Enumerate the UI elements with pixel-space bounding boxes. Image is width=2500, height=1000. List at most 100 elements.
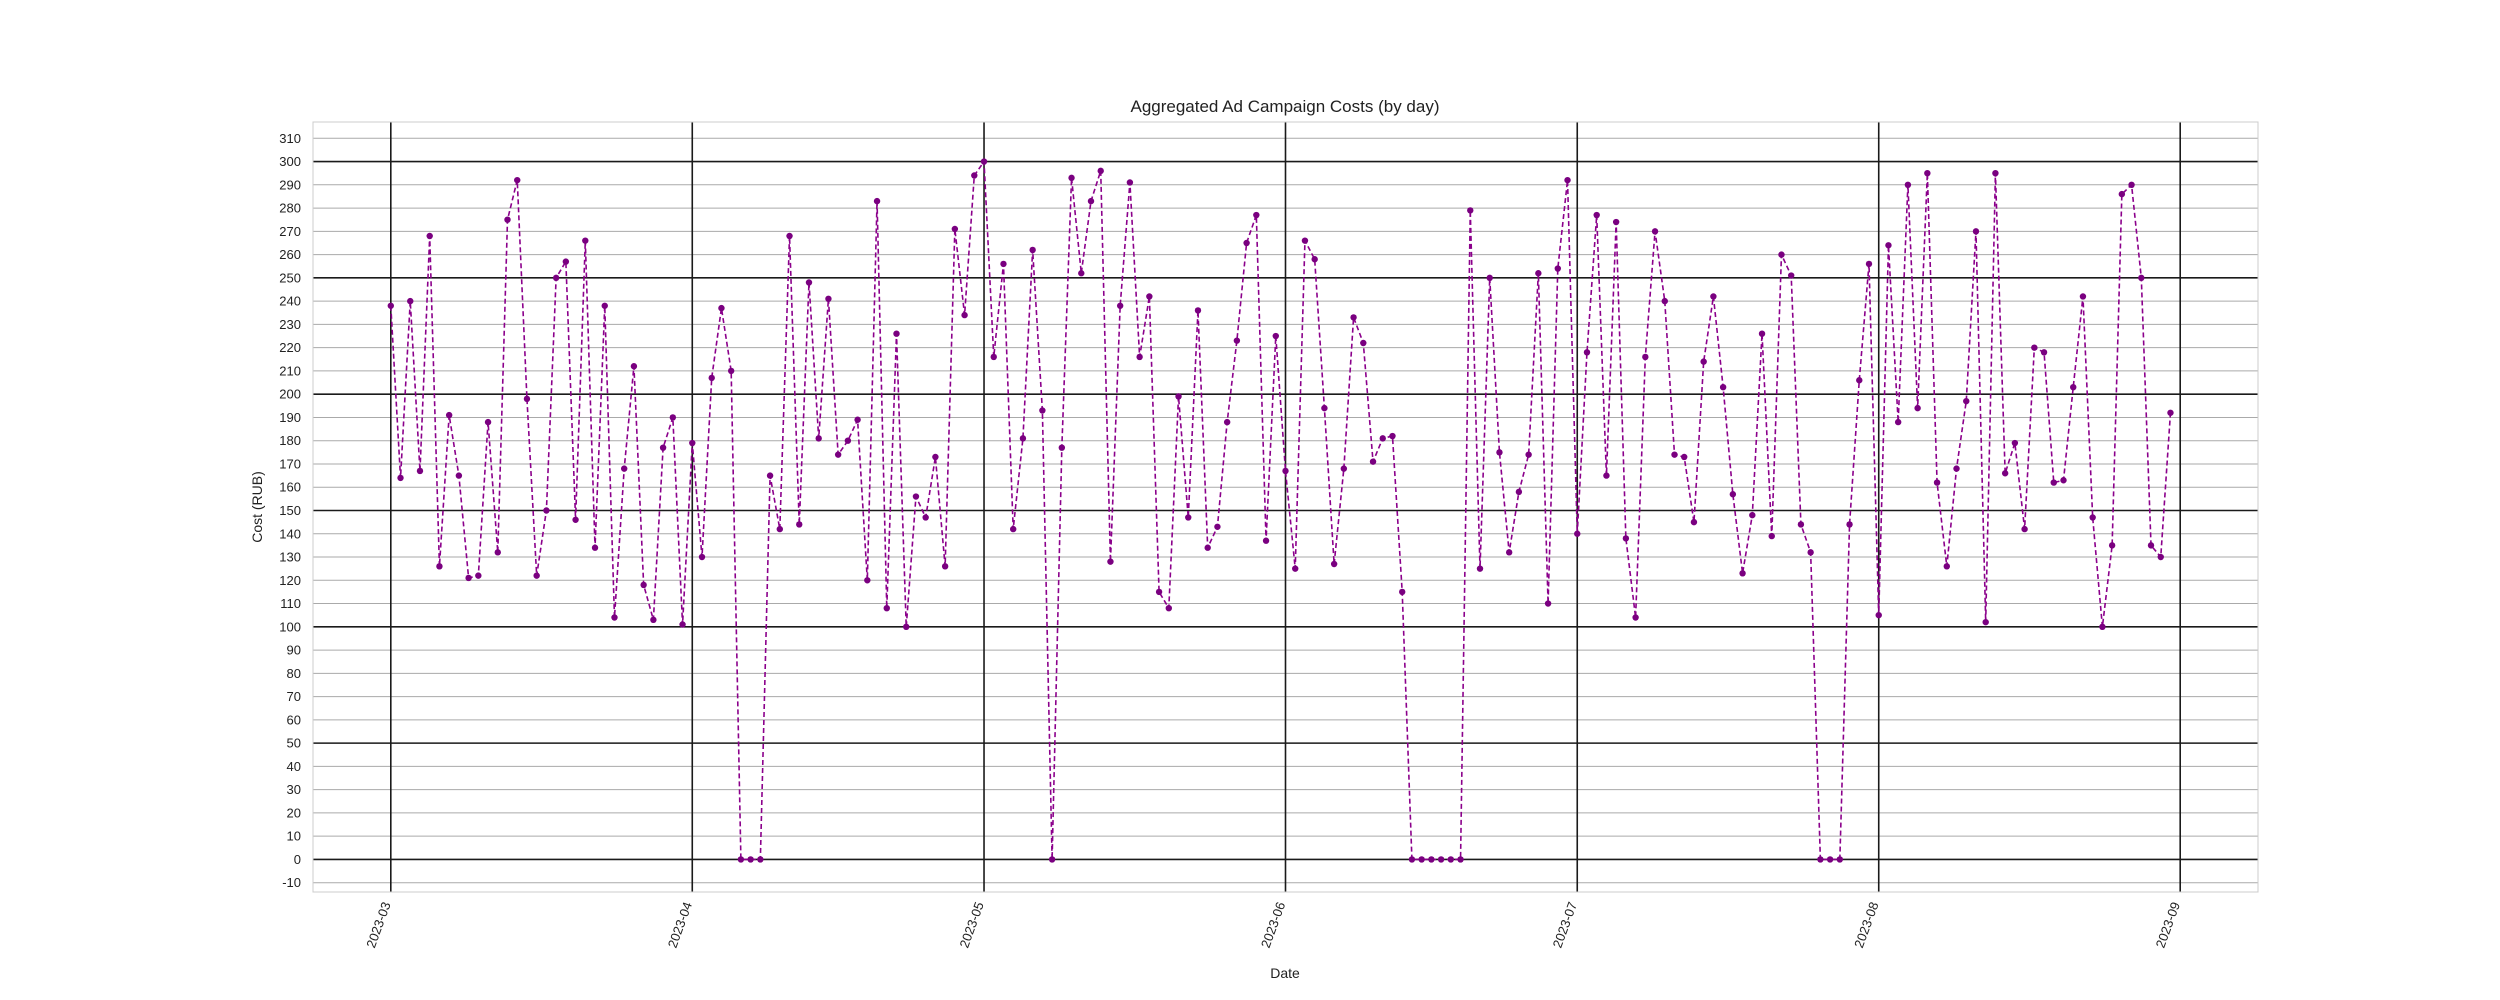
- data-point: [2040, 349, 2048, 356]
- data-point: [980, 158, 988, 165]
- data-point: [1807, 549, 1814, 556]
- data-point: [1418, 856, 1425, 863]
- data-point: [1116, 302, 1124, 309]
- y-tick-label: 300: [279, 154, 301, 169]
- x-axis-label: Date: [1270, 965, 1300, 981]
- data-point: [1904, 181, 1912, 189]
- data-point: [1583, 349, 1591, 356]
- data-point: [1875, 611, 1882, 619]
- y-tick-label: 270: [279, 224, 301, 239]
- data-point: [621, 465, 628, 472]
- data-point: [1058, 444, 1066, 451]
- y-tick-label: 50: [287, 736, 301, 751]
- data-point: [1029, 246, 1036, 254]
- x-tick-label: 2023-08: [1851, 900, 1881, 950]
- data-point: [1078, 270, 1085, 277]
- data-point: [475, 572, 482, 579]
- data-point: [2099, 623, 2106, 630]
- data-point: [951, 225, 959, 233]
- data-point: [1253, 211, 1260, 219]
- data-point: [1000, 260, 1007, 268]
- data-point: [1982, 618, 1989, 626]
- data-point: [484, 418, 492, 426]
- data-point: [1019, 435, 1027, 442]
- data-point: [1622, 535, 1630, 542]
- data-point: [1885, 242, 1892, 249]
- y-tick-label: 60: [287, 712, 301, 727]
- data-point: [1087, 197, 1095, 205]
- data-point: [2157, 553, 2164, 561]
- y-tick-label: 190: [279, 410, 301, 425]
- data-point: [1739, 570, 1746, 577]
- data-point: [2011, 439, 2019, 447]
- data-point: [2070, 384, 2077, 391]
- y-axis-label: Cost (RUB): [249, 471, 265, 543]
- data-point: [1399, 588, 1406, 596]
- data-point: [2001, 470, 2009, 477]
- series-cost: [387, 158, 2174, 863]
- data-point: [1963, 397, 1970, 405]
- data-point: [611, 614, 618, 621]
- data-point: [1340, 465, 1348, 472]
- data-point: [1788, 272, 1795, 279]
- data-point: [922, 514, 929, 521]
- data-point: [1243, 239, 1250, 247]
- series-line: [390, 159, 2172, 861]
- data-point: [1943, 563, 1951, 570]
- data-point: [1846, 521, 1853, 528]
- x-tick-label: 2023-07: [1550, 900, 1580, 950]
- data-point: [834, 451, 842, 458]
- y-tick-label: 120: [279, 573, 301, 588]
- data-point: [1486, 274, 1493, 282]
- data-point: [776, 525, 783, 533]
- data-point: [1778, 251, 1785, 258]
- data-point: [932, 453, 939, 461]
- data-point: [1068, 174, 1075, 182]
- data-point: [1515, 488, 1523, 496]
- data-point: [766, 472, 774, 479]
- data-point: [1175, 393, 1182, 400]
- data-point: [572, 516, 579, 523]
- data-point: [1525, 451, 1532, 458]
- data-point: [1710, 293, 1717, 300]
- data-point: [669, 414, 677, 421]
- data-point: [727, 367, 735, 375]
- y-tick-label: 30: [287, 782, 301, 797]
- x-tick-label: 2023-06: [1258, 900, 1288, 950]
- data-point: [1758, 330, 1766, 337]
- y-tick-label: 80: [287, 666, 301, 681]
- data-point: [1574, 530, 1581, 537]
- data-point: [1311, 256, 1318, 263]
- data-point: [659, 444, 667, 451]
- data-point: [912, 493, 920, 500]
- data-point: [1369, 458, 1377, 465]
- data-point: [640, 581, 647, 589]
- data-point: [1457, 856, 1464, 863]
- data-point: [2128, 181, 2135, 189]
- data-point: [1603, 472, 1610, 479]
- data-point: [494, 549, 501, 556]
- data-point: [1933, 479, 1941, 486]
- data-point: [582, 237, 589, 244]
- data-point: [786, 232, 793, 240]
- y-tick-label: 280: [279, 201, 301, 216]
- data-point: [1155, 588, 1163, 596]
- data-point: [1301, 237, 1309, 244]
- y-tick-label: 130: [279, 550, 301, 565]
- data-point: [1535, 270, 1542, 277]
- data-point: [1690, 518, 1698, 526]
- data-point: [1097, 167, 1104, 175]
- y-tick-label: 230: [279, 317, 301, 332]
- data-point: [533, 572, 540, 579]
- data-point: [397, 474, 404, 482]
- data-point: [1865, 260, 1873, 268]
- data-point: [825, 295, 832, 302]
- data-point: [1593, 211, 1600, 219]
- y-tick-label: 180: [279, 433, 301, 448]
- data-point: [698, 553, 706, 561]
- plot-frame: [312, 121, 2259, 893]
- x-tick-label: 2023-04: [665, 900, 695, 950]
- y-tick-label: -10: [282, 875, 301, 890]
- data-point: [1505, 549, 1513, 556]
- data-point: [1467, 207, 1474, 214]
